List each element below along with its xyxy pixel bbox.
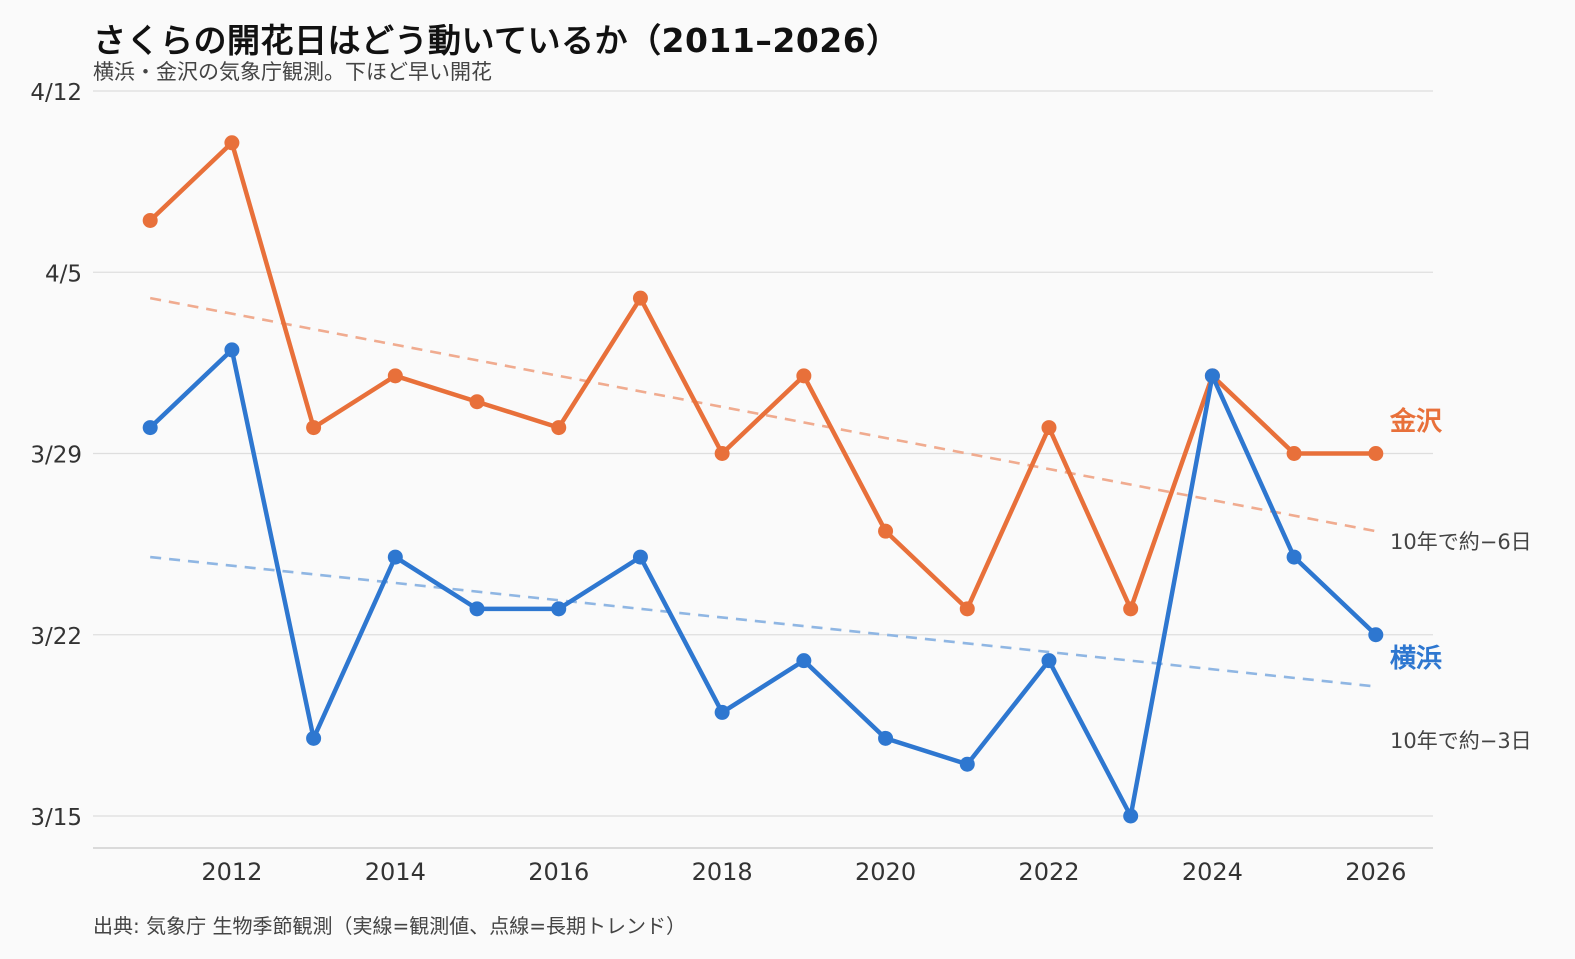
data-point (469, 394, 485, 410)
series-line-0 (147, 140, 1379, 612)
data-point (387, 368, 403, 384)
data-point (551, 601, 567, 617)
data-point (306, 420, 322, 436)
data-point (1368, 627, 1384, 643)
data-point (224, 135, 240, 151)
data-point (959, 601, 975, 617)
y-tick-label: 3/15 (30, 805, 82, 831)
data-point (796, 368, 812, 384)
data-point (469, 601, 485, 617)
x-tick-label: 2022 (1018, 858, 1079, 886)
x-tick-label: 2012 (201, 858, 262, 886)
data-point (1123, 601, 1139, 617)
y-axis: 3/15 3/22 3/29 4/5 4/12 (30, 80, 82, 831)
y-tick-label: 4/12 (30, 80, 82, 106)
trend-label-yokohama: 10年で約−3日 (1390, 729, 1532, 753)
data-point (632, 290, 648, 306)
chart-subtitle: 横浜・金沢の気象庁観測。下ほど早い開花 (93, 60, 492, 84)
chart-title: さくらの開花日はどう動いているか（2011–2026） (93, 21, 900, 60)
series-label-yokohama: 横浜 (1390, 644, 1442, 674)
series-line-1 (147, 347, 1379, 819)
data-series (142, 135, 1384, 824)
x-tick-label: 2026 (1345, 858, 1406, 886)
x-tick-label: 2020 (855, 858, 916, 886)
trend-lines (149, 296, 1377, 688)
data-point (142, 212, 158, 228)
data-point (796, 653, 812, 669)
y-tick-label: 4/5 (45, 261, 82, 287)
x-tick-label: 2024 (1182, 858, 1243, 886)
series-label-kanazawa: 金沢 (1389, 406, 1443, 437)
data-point (878, 523, 894, 539)
data-point (878, 730, 894, 746)
data-point (1041, 653, 1057, 669)
x-axis: 2012 2014 2016 2018 2020 2022 2024 2026 (93, 847, 1433, 886)
data-point (306, 730, 322, 746)
y-tick-label: 3/29 (30, 443, 82, 469)
x-tick-label: 2014 (365, 858, 426, 886)
data-point (1204, 368, 1220, 384)
x-tick-label: 2018 (692, 858, 753, 886)
trend-line-1 (150, 555, 1376, 688)
x-tick-label: 2016 (528, 858, 589, 886)
data-point (1123, 808, 1139, 824)
data-point (1041, 420, 1057, 436)
data-point (1286, 549, 1302, 565)
data-point (1368, 446, 1384, 461)
data-point (632, 549, 648, 565)
trend-label-kanazawa: 10年で約−6日 (1390, 530, 1532, 554)
data-point (714, 446, 730, 461)
data-point (142, 420, 158, 436)
data-point (959, 756, 975, 772)
y-tick-label: 3/22 (30, 624, 82, 650)
gridlines (93, 90, 1433, 817)
data-point (224, 342, 240, 358)
source-note: 出典: 気象庁 生物季節観測（実線=観測値、点線=長期トレンド） (93, 914, 686, 938)
data-point (714, 704, 730, 720)
data-point (1286, 446, 1302, 461)
data-point (387, 549, 403, 565)
data-point (551, 420, 567, 436)
